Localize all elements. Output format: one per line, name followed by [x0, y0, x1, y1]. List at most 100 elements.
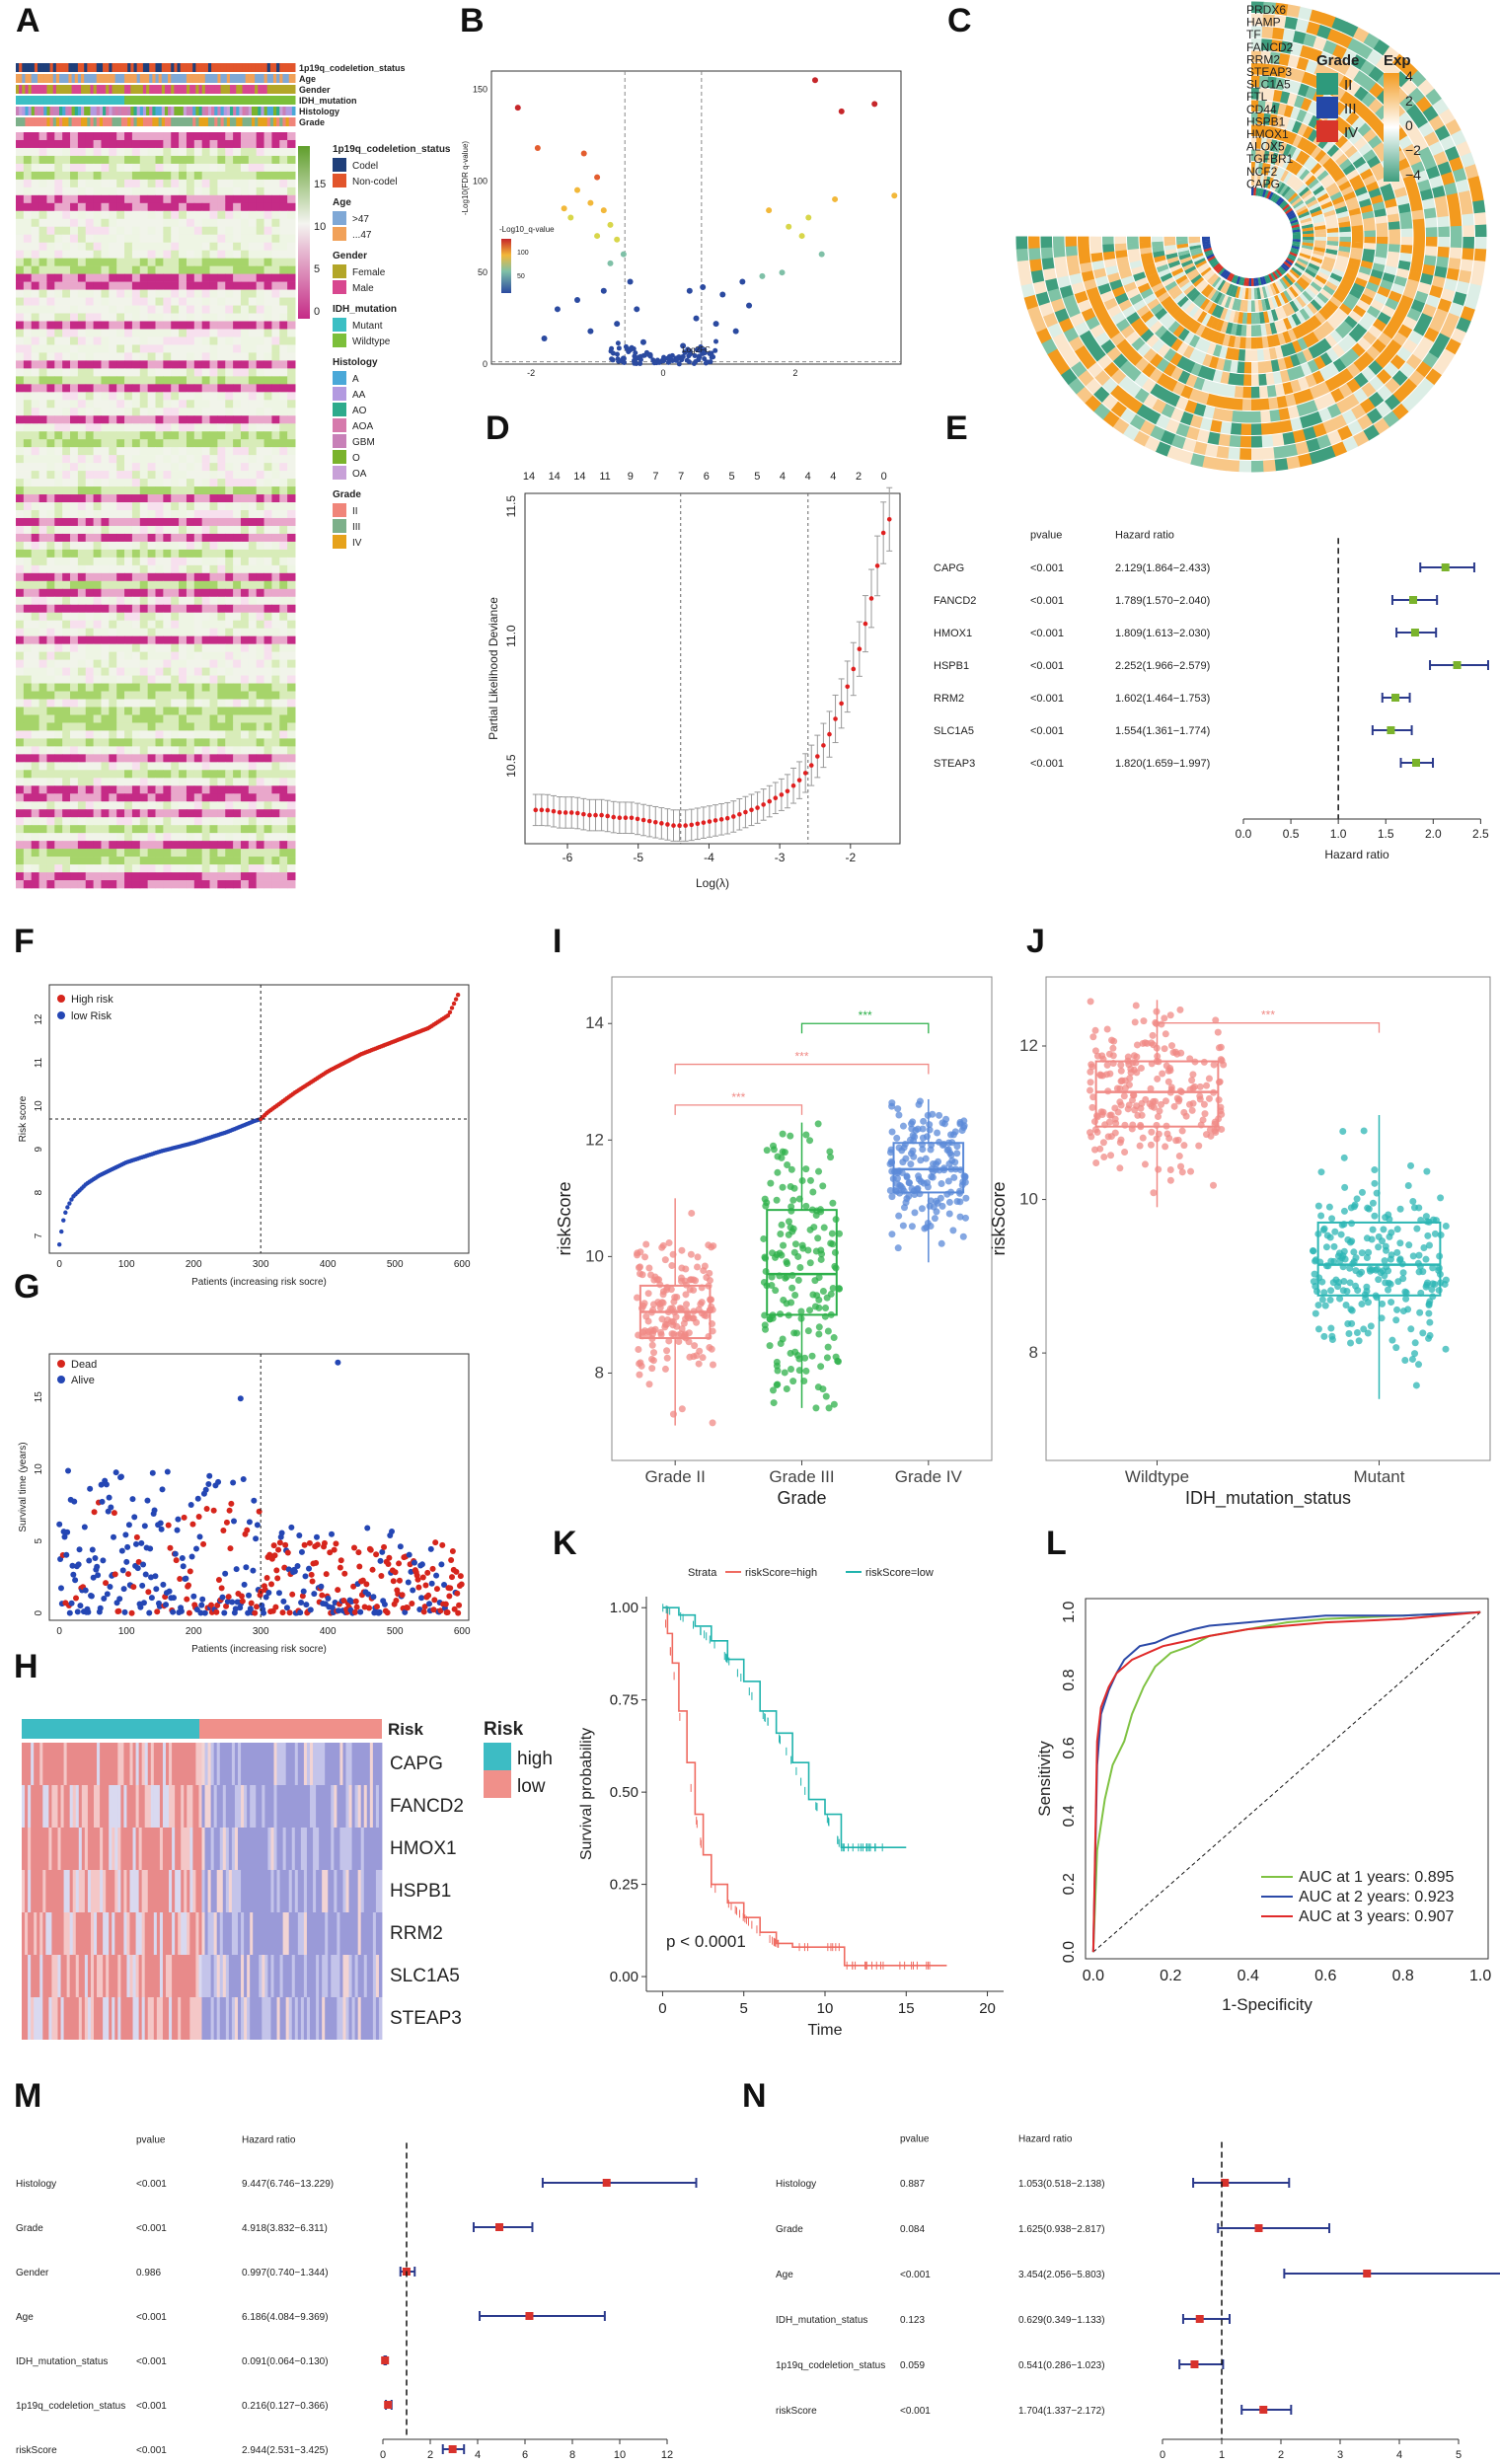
annotation-cell [55, 117, 60, 126]
annotation-cell [168, 63, 172, 72]
heatmap-cell [256, 494, 265, 503]
ring-segment [1356, 299, 1370, 312]
ring-segment [1261, 162, 1267, 175]
legend-item: Codel [352, 161, 378, 172]
heatmap-cell [101, 258, 110, 266]
ring-segment [1150, 303, 1164, 316]
annotation-cell [279, 74, 283, 83]
heatmap-cell [263, 313, 272, 322]
ring-segment [1256, 336, 1263, 349]
heatmap-cell [109, 273, 117, 282]
ring-segment [1285, 189, 1296, 201]
annotation-cell [28, 96, 33, 105]
heatmap-cell [163, 785, 172, 794]
heatmap-cell [179, 588, 188, 598]
ring-segment [1163, 240, 1176, 247]
heatmap-cell [131, 699, 141, 708]
heatmap-cell [163, 762, 172, 771]
heatmap-cell [201, 242, 211, 251]
annotation-cell [198, 63, 203, 72]
ring-segment [1220, 280, 1229, 293]
heatmap-cell [225, 612, 234, 622]
heatmap-cell [93, 801, 102, 810]
annotation-cell [236, 117, 240, 126]
ring-segment [1314, 240, 1326, 246]
heatmap-cell [131, 510, 141, 519]
heatmap-cell [54, 273, 63, 282]
panel-letter-D: D [486, 410, 510, 447]
heatmap-cell [46, 714, 55, 723]
heatmap-cell [31, 691, 40, 700]
heatmap-cell [193, 533, 203, 543]
annotation-cell [158, 63, 163, 72]
heatmap-cell [109, 171, 117, 181]
annotation-cell [291, 63, 296, 72]
annotation-cell [96, 107, 101, 115]
heatmap-cell [147, 179, 156, 188]
heatmap-cell [70, 643, 79, 652]
heatmap-cell [201, 857, 211, 865]
heatmap-cell [70, 297, 79, 306]
heatmap-cell [163, 479, 172, 487]
volcano-point [651, 360, 657, 366]
heatmap-cell [186, 572, 195, 582]
heatmap-cell [38, 857, 47, 865]
heatmap-cell [186, 226, 195, 236]
heatmap-cell [209, 321, 218, 330]
heatmap-cell [233, 139, 242, 149]
heatmap-cell [155, 155, 164, 165]
annotation-cell [136, 74, 141, 83]
ring-segment [1127, 248, 1140, 257]
ring-segment [1197, 365, 1209, 379]
heatmap-cell [147, 880, 156, 889]
heatmap-cell [263, 746, 272, 755]
heatmap-cell [147, 825, 156, 834]
heatmap-cell [279, 179, 288, 188]
heatmap-cell [23, 368, 33, 377]
heatmap-cell [54, 628, 63, 636]
ring-segment [1306, 265, 1318, 275]
legend-swatch [333, 403, 346, 416]
heatmap-cell [186, 408, 195, 416]
heatmap-cell [279, 849, 288, 858]
heatmap-cell [186, 242, 195, 251]
ring-segment [1325, 218, 1338, 226]
heatmap-cell [171, 179, 180, 188]
heatmap-cell [256, 155, 265, 165]
heatmap-cell [131, 793, 141, 802]
heatmap-cell [23, 494, 33, 503]
heatmap-cell [179, 549, 188, 559]
heatmap-cell [101, 588, 110, 598]
heatmap-cell [209, 423, 218, 432]
heatmap-cell [85, 620, 95, 629]
heatmap-cell [38, 265, 47, 274]
ring-segment [1339, 320, 1353, 335]
volcano-point [607, 260, 614, 266]
heatmap-cell [116, 604, 125, 614]
heatmap-cell [193, 778, 203, 786]
heatmap-cell [279, 620, 288, 629]
annotation-cell [186, 85, 190, 94]
ring-segment [1313, 295, 1326, 308]
annotation-cell [168, 74, 172, 83]
heatmap-cell [109, 384, 117, 393]
ring-segment [1102, 244, 1115, 253]
heatmap-cell [287, 502, 296, 511]
heatmap-cell [155, 699, 164, 708]
heatmap-cell [139, 572, 149, 582]
heatmap-cell [287, 541, 296, 551]
heatmap-cell [279, 714, 288, 723]
ring-segment [1318, 196, 1331, 206]
heatmap-cell [124, 147, 133, 157]
heatmap-cell [256, 549, 265, 559]
annotation-cell [214, 117, 218, 126]
heatmap-cell [131, 572, 141, 582]
heatmap-cell [263, 463, 272, 472]
heatmap-cell [271, 738, 280, 747]
heatmap-cell [77, 817, 87, 826]
heatmap-cell [38, 596, 47, 606]
ring-segment [1295, 311, 1307, 324]
ring-segment [1176, 341, 1189, 355]
heatmap-cell [109, 408, 117, 416]
ring-segment [1317, 324, 1330, 338]
